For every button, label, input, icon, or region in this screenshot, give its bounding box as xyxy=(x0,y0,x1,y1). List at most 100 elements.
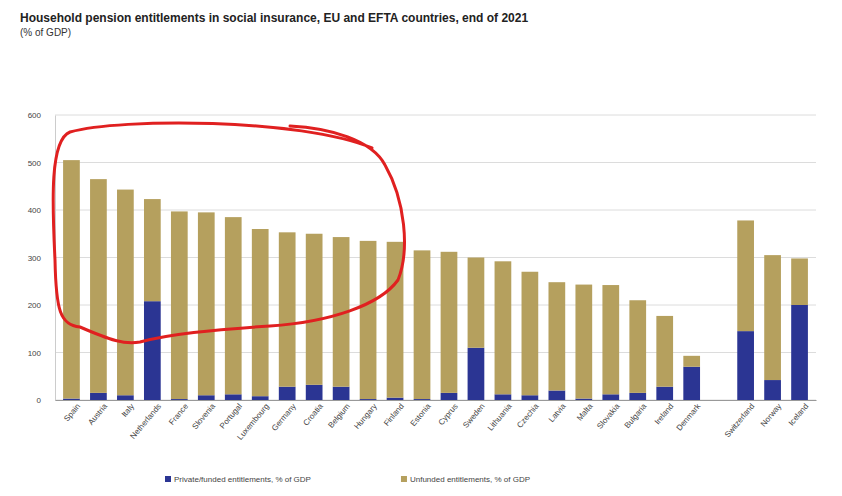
y-tick-label: 100 xyxy=(28,349,42,358)
x-tick-label: Portugal xyxy=(218,402,244,431)
x-tick: Iceland xyxy=(787,400,810,427)
x-tick-label: Sweden xyxy=(461,402,486,430)
x-tick-label: Malta xyxy=(575,401,595,422)
bar xyxy=(575,399,592,400)
bar xyxy=(441,252,458,393)
x-tick-label: Slovenia xyxy=(190,401,217,431)
y-tick: 300 xyxy=(28,254,55,263)
bar xyxy=(468,258,485,348)
x-tick-label: Estonia xyxy=(409,401,433,428)
x-tick: Finland xyxy=(382,400,406,428)
bar xyxy=(306,234,323,385)
bar xyxy=(117,190,134,396)
bar xyxy=(495,394,512,400)
x-tick-label: France xyxy=(167,401,190,426)
x-tick-label: Czechia xyxy=(515,401,541,429)
x-tick: Lithuania xyxy=(486,400,514,433)
bars xyxy=(63,160,808,400)
y-tick: 0 xyxy=(37,396,55,405)
bar xyxy=(198,395,215,400)
bar xyxy=(764,380,781,400)
bar xyxy=(414,250,431,399)
x-tick: Ireland xyxy=(653,400,676,426)
x-tick: Croatia xyxy=(301,400,325,427)
series-1 xyxy=(63,160,808,399)
x-tick-label: Bulgaria xyxy=(623,401,649,430)
x-tick-label: Slovakia xyxy=(595,401,622,430)
bar xyxy=(144,199,161,301)
bar xyxy=(656,316,673,387)
bar xyxy=(279,232,296,386)
bar xyxy=(656,387,673,400)
bar xyxy=(495,261,512,394)
x-tick: Slovenia xyxy=(190,400,217,431)
y-tick-label: 200 xyxy=(28,301,42,310)
x-tick: France xyxy=(167,400,190,427)
legend-item: Private/funded entitlements, % of GDP xyxy=(165,475,311,484)
x-tick-label: Norway xyxy=(759,402,783,429)
grid xyxy=(55,115,816,400)
bar xyxy=(90,393,107,400)
y-tick: 400 xyxy=(28,206,55,215)
bar xyxy=(90,179,107,393)
x-tick: Germany xyxy=(270,400,298,433)
x-axis: SpainAustria ItalyNetherlandsFranceSloven… xyxy=(56,400,817,442)
bar xyxy=(764,255,781,380)
x-tick: Luxembourg xyxy=(235,400,270,442)
x-tick: Switzerland xyxy=(723,400,756,439)
title: Household pension entitlements in social… xyxy=(20,11,528,25)
bar xyxy=(629,393,646,400)
x-tick-label: Lithuania xyxy=(486,401,514,432)
subtitle: (% of GDP) xyxy=(20,27,71,38)
x-tick-label: Spain xyxy=(62,402,82,423)
bar xyxy=(225,394,242,400)
grid-line xyxy=(55,210,816,211)
x-tick-label: Croatia xyxy=(301,401,325,427)
bar xyxy=(225,217,242,394)
bar xyxy=(602,394,619,400)
bar xyxy=(63,399,80,400)
grid-line xyxy=(55,305,816,306)
legend-swatch xyxy=(401,476,407,482)
x-tick-label: Iceland xyxy=(787,402,810,428)
bar xyxy=(333,387,350,400)
bar xyxy=(387,398,404,400)
bar xyxy=(252,396,269,400)
x-tick: Portugal xyxy=(218,400,244,430)
y-tick: 600 xyxy=(28,111,55,120)
x-tick: Latvia xyxy=(547,400,568,424)
legend-swatch xyxy=(165,476,171,482)
x-tick: Belgium xyxy=(326,400,352,430)
x-tick-label: Austria xyxy=(86,401,109,426)
bar xyxy=(548,391,565,401)
annotation-loop xyxy=(53,123,404,343)
grid-line xyxy=(55,400,816,401)
y-tick-label: 600 xyxy=(28,111,42,120)
bar xyxy=(306,385,323,400)
x-tick: Austria xyxy=(86,400,109,427)
plot: 0 100 200 300 400 500 600 SpainAustria ItalyNeth… xyxy=(28,111,817,442)
bar xyxy=(683,356,700,367)
x-tick: Netherlands xyxy=(128,400,163,441)
bar xyxy=(144,301,161,400)
bar xyxy=(171,211,188,399)
x-tick: Czechia xyxy=(515,400,541,430)
x-tick: Slovakia xyxy=(595,400,622,431)
x-tick-label: Switzerland xyxy=(723,402,756,439)
y-tick: 200 xyxy=(28,301,55,310)
x-tick: Italy xyxy=(120,400,136,419)
x-tick: Denmark xyxy=(675,400,703,433)
y-tick: 100 xyxy=(28,349,55,358)
x-tick: Norway xyxy=(759,400,783,428)
grid-line xyxy=(55,352,816,353)
bar xyxy=(63,160,80,398)
y-tick-label: 0 xyxy=(37,396,42,405)
y-tick: 500 xyxy=(28,159,55,168)
legend-label: Unfunded entitlements, % of GDP xyxy=(410,475,530,484)
x-tick-label: Germany xyxy=(270,402,298,433)
legend-label: Private/funded entitlements, % of GDP xyxy=(174,475,311,484)
grid-line xyxy=(55,162,816,163)
legend-item: Unfunded entitlements, % of GDP xyxy=(401,475,530,484)
x-tick-label: Belgium xyxy=(326,402,352,430)
x-tick-label: Netherlands xyxy=(128,402,163,441)
